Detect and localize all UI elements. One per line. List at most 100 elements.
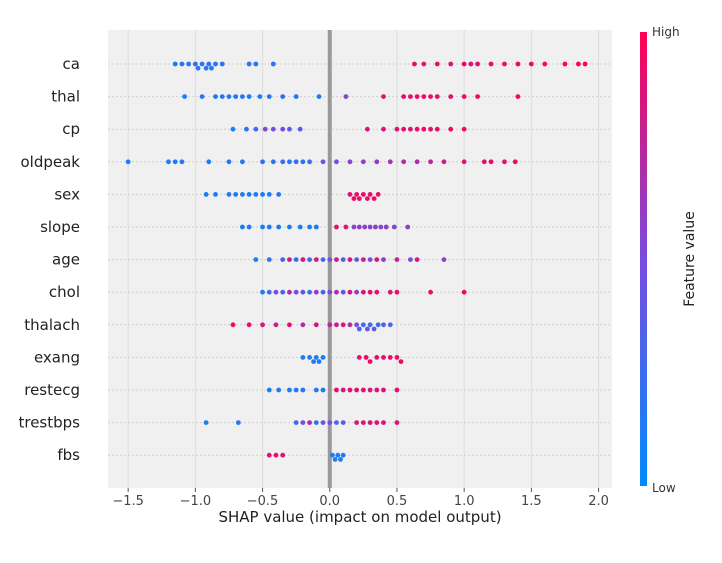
shap-point	[327, 420, 333, 425]
shap-point	[461, 289, 467, 295]
shap-point	[461, 126, 467, 132]
shap-point	[347, 257, 353, 262]
shap-point	[253, 192, 259, 197]
shap-point	[226, 192, 232, 197]
shap-point	[375, 322, 381, 328]
shap-point	[363, 355, 369, 360]
shap-point	[414, 159, 420, 165]
shap-point	[340, 257, 346, 262]
x-tick-label: 0.0	[319, 494, 340, 509]
shap-point	[330, 452, 335, 458]
shap-point	[441, 257, 447, 262]
shap-point	[293, 387, 299, 393]
shap-point	[287, 289, 292, 295]
shap-point	[213, 192, 218, 197]
shap-point	[262, 126, 268, 132]
shap-point	[327, 289, 333, 295]
shap-point	[354, 192, 360, 197]
shap-point	[367, 387, 373, 393]
shap-point	[356, 326, 362, 332]
shap-point	[488, 61, 494, 67]
shap-point	[244, 126, 249, 132]
shap-point	[408, 126, 413, 132]
shap-point	[387, 159, 393, 165]
shap-point	[300, 322, 306, 328]
shap-point	[448, 126, 454, 132]
colorbar-title: Feature value	[682, 211, 698, 307]
shap-point	[287, 387, 292, 393]
shap-point	[287, 224, 292, 230]
shap-point	[246, 322, 252, 328]
shap-point	[374, 289, 380, 295]
shap-point	[383, 224, 389, 230]
shap-point	[391, 224, 397, 230]
feature-label: exang	[34, 348, 80, 366]
shap-point	[401, 94, 407, 99]
shap-point	[340, 452, 346, 458]
shap-point	[276, 192, 282, 197]
shap-point	[434, 126, 440, 132]
shap-point	[233, 192, 239, 197]
shap-point	[448, 61, 454, 67]
shap-point	[408, 257, 413, 262]
shap-point	[334, 257, 339, 262]
shap-point	[307, 224, 312, 230]
shap-point	[394, 355, 400, 360]
shap-point	[287, 322, 292, 328]
shap-point	[280, 257, 286, 262]
shap-point	[293, 257, 299, 262]
shap-point	[428, 126, 433, 132]
shap-point	[199, 61, 205, 67]
shap-point	[381, 257, 386, 262]
shap-point	[266, 257, 272, 262]
shap-point	[226, 159, 232, 165]
shap-point	[360, 257, 366, 262]
shap-point	[300, 257, 306, 262]
shap-point	[347, 192, 353, 197]
shap-point	[367, 192, 373, 197]
shap-point	[334, 159, 339, 165]
shap-point	[562, 61, 568, 67]
shap-point	[280, 452, 286, 458]
feature-label: trestbps	[18, 414, 80, 432]
shap-point	[360, 420, 366, 425]
shap-point	[186, 61, 192, 67]
shap-point	[316, 94, 322, 99]
shap-point	[461, 61, 467, 67]
shap-point	[381, 420, 386, 425]
shap-point	[356, 224, 362, 230]
shap-point	[367, 420, 373, 425]
shap-point	[172, 61, 178, 67]
shap-point	[320, 420, 326, 425]
shap-point	[354, 420, 360, 425]
shap-point	[199, 94, 205, 99]
shap-point	[405, 224, 411, 230]
shap-point	[398, 359, 404, 364]
shap-point	[246, 94, 252, 99]
shap-point	[428, 94, 433, 99]
shap-point	[374, 420, 380, 425]
shap-point	[334, 289, 339, 295]
shap-point	[381, 355, 386, 360]
shap-point	[313, 322, 319, 328]
shap-point	[320, 257, 326, 262]
shap-point	[367, 359, 373, 364]
shap-point	[340, 420, 346, 425]
shap-point	[300, 420, 306, 425]
shap-point	[412, 61, 417, 67]
shap-point	[293, 159, 299, 165]
shap-point	[374, 257, 380, 262]
feature-label: slope	[40, 218, 80, 236]
shap-point	[374, 387, 380, 393]
feature-label: chol	[49, 283, 80, 301]
x-tick-label: −0.5	[247, 494, 279, 509]
shap-point	[316, 359, 322, 364]
shap-point	[273, 452, 279, 458]
shap-point	[475, 94, 480, 99]
shap-point	[367, 322, 373, 328]
shap-point	[226, 94, 232, 99]
shap-point	[364, 126, 370, 132]
shap-point	[260, 322, 265, 328]
colorbar-high-label: High	[652, 25, 680, 39]
